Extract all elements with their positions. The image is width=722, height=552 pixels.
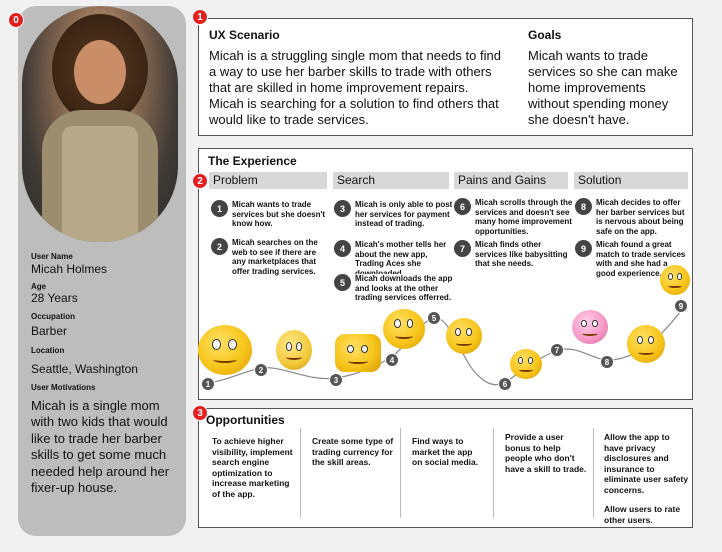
step-text: Micah scrolls through the services and d… (475, 198, 574, 236)
opportunity-social-media: Find ways to market the app on social me… (412, 436, 479, 467)
scenario-box (198, 18, 693, 136)
scenario-text: Micah is a struggling single mom that ne… (209, 48, 501, 127)
photo-apron (62, 126, 138, 242)
step-text: Micah downloads the app and looks at the… (355, 274, 454, 303)
emoji-pleased-icon (572, 310, 608, 344)
step-text: Micah is only able to post her services … (355, 200, 454, 229)
journey-curve (207, 307, 684, 386)
emoji-worried-icon (198, 325, 252, 375)
journey-node-6: 6 (498, 377, 512, 391)
step-1: 1 Micah wants to trade services but she … (211, 200, 331, 229)
journey-node-9: 9 (674, 299, 688, 313)
age-value: 28 Years (31, 291, 78, 305)
motivations-label: User Motivations (31, 383, 96, 392)
journey-node-2: 2 (254, 363, 268, 377)
occupation-value: Barber (31, 324, 68, 338)
journey-node-4: 4 (385, 353, 399, 367)
divider (400, 428, 401, 518)
column-pains-gains: Pains and Gains (454, 172, 568, 189)
step-text: Micah's mother tells her about the new a… (355, 240, 454, 278)
age-label: Age (31, 282, 47, 291)
journey-node-1: 1 (201, 377, 215, 391)
step-9: 9 Micah found a great match to trade ser… (575, 240, 689, 278)
emoji-hopeful-icon (383, 309, 425, 349)
step-text: Micah searches on the web to see if ther… (232, 238, 331, 276)
motivations-value: Micah is a single mom with two kids that… (31, 398, 170, 496)
step-number: 1 (211, 200, 228, 217)
location-value: Seattle, Washington (31, 362, 138, 376)
journey-node-5: 5 (427, 311, 441, 325)
step-5: 5 Micah downloads the app and looks at t… (334, 274, 454, 303)
name-value: Micah Holmes (31, 262, 108, 276)
step-number: 3 (334, 200, 351, 217)
occupation-label: Occupation (31, 312, 76, 321)
persona-photo (22, 6, 178, 242)
opportunities-box (198, 408, 693, 528)
step-text: Micah wants to trade services but she do… (232, 200, 331, 229)
journey-node-7: 7 (550, 343, 564, 357)
opportunity-seo: To achieve higher visibility, implement … (212, 436, 293, 499)
column-problem: Problem (209, 172, 327, 189)
marker-0: 0 (8, 12, 24, 28)
step-8: 8 Micah decides to offer her barber serv… (575, 198, 689, 236)
step-number: 7 (454, 240, 471, 257)
emoji-nervous-icon (627, 325, 665, 363)
step-7: 7 Micah finds other services like babysi… (454, 240, 574, 269)
goals-text: Micah wants to trade services so she can… (528, 48, 678, 127)
marker-1: 1 (192, 9, 208, 25)
marker-3: 3 (192, 405, 208, 421)
step-3: 3 Micah is only able to post her service… (334, 200, 454, 229)
journey-node-8: 8 (600, 355, 614, 369)
step-number: 5 (334, 274, 351, 291)
photo-face (74, 40, 126, 104)
step-number: 8 (575, 198, 592, 215)
step-number: 2 (211, 238, 228, 255)
scenario-title: UX Scenario (209, 28, 280, 42)
step-text: Micah found a great match to trade servi… (596, 240, 689, 278)
opportunity-user-bonus: Provide a user bonus to help people who … (505, 432, 587, 474)
step-number: 6 (454, 198, 471, 215)
step-6: 6 Micah scrolls through the services and… (454, 198, 574, 236)
step-2: 2 Micah searches on the web to see if th… (211, 238, 331, 276)
opportunity-rating: Allow users to rate other users. (604, 504, 681, 525)
name-label: User Name (31, 252, 73, 261)
step-number: 4 (334, 240, 351, 257)
opportunities-title: Opportunities (206, 413, 285, 427)
location-label: Location (31, 346, 65, 355)
persona-panel: User Name Micah Holmes Age 28 Years Occu… (18, 6, 186, 536)
step-4: 4 Micah's mother tells her about the new… (334, 240, 454, 278)
step-text: Micah decides to offer her barber servic… (596, 198, 689, 236)
step-text: Micah finds other services like babysitt… (475, 240, 574, 269)
goals-title: Goals (528, 28, 562, 42)
divider (593, 428, 594, 518)
divider (300, 428, 301, 518)
emoji-searching-icon (276, 330, 312, 370)
opportunity-privacy: Allow the app to have privacy disclosure… (604, 432, 689, 495)
emoji-frustrated-icon (335, 334, 381, 372)
experience-title: The Experience (208, 154, 297, 168)
emoji-disappointed-icon (510, 349, 542, 379)
divider (493, 428, 494, 518)
emoji-thinking-icon (446, 318, 482, 354)
column-search: Search (333, 172, 449, 189)
opportunity-currency: Create some type of trading currency for… (312, 436, 394, 467)
step-number: 9 (575, 240, 592, 257)
marker-2: 2 (192, 173, 208, 189)
emoji-thumbs-up-icon (660, 265, 690, 295)
column-solution: Solution (574, 172, 688, 189)
journey-node-3: 3 (329, 373, 343, 387)
